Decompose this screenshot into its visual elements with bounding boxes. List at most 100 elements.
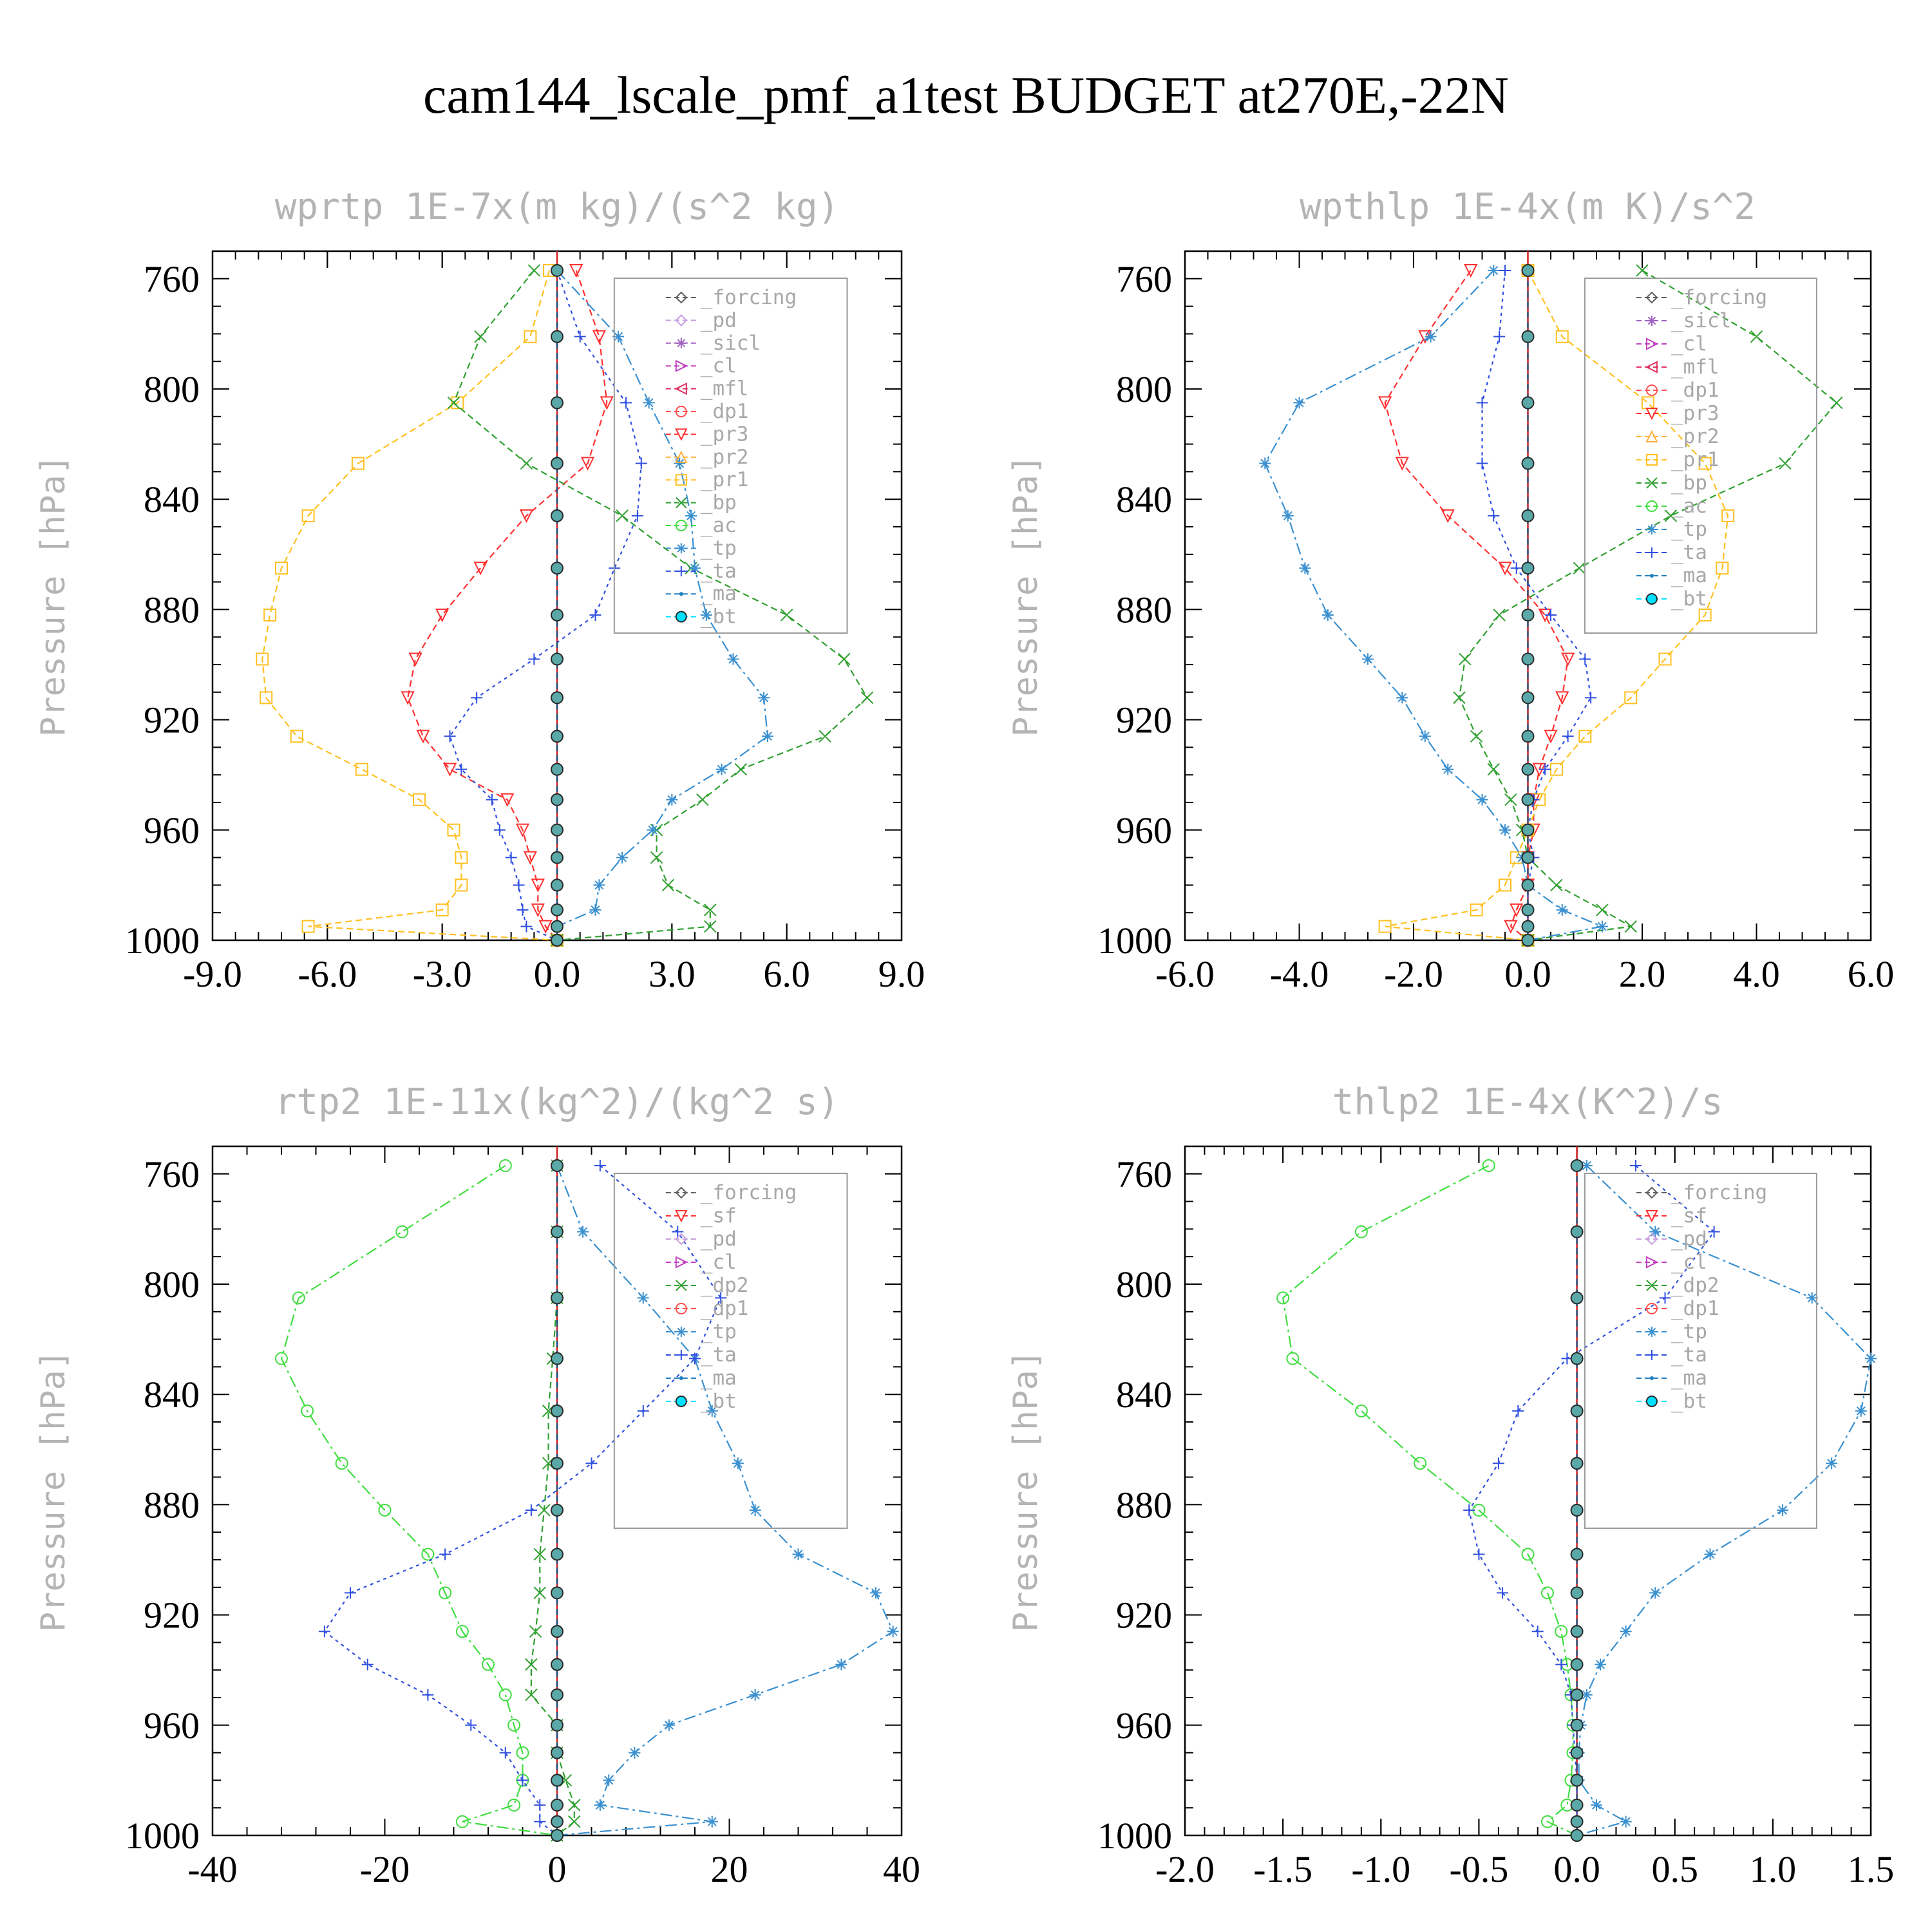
- data-point: [1570, 1746, 1584, 1759]
- data-point: [1649, 1587, 1662, 1599]
- data-point: [551, 652, 564, 666]
- data-point: [551, 934, 564, 947]
- series-bt: [551, 1159, 564, 1842]
- data-point: [1580, 1689, 1593, 1701]
- legend-label: _tp: [701, 1320, 737, 1343]
- figure-title: cam144_lscale_pmf_a1test BUDGET at270E,-…: [423, 66, 1509, 124]
- y-tick-label: 760: [1116, 1153, 1172, 1195]
- data-point: [301, 920, 315, 933]
- series-line: [261, 270, 558, 942]
- legend-label: _dp2: [1671, 1274, 1719, 1297]
- data-point: [1378, 396, 1392, 410]
- data-point: [1570, 1658, 1584, 1671]
- data-point: [1496, 1587, 1508, 1599]
- data-point: [1570, 1457, 1584, 1470]
- y-tick-label: 960: [1116, 1705, 1172, 1747]
- data-point: [498, 1688, 512, 1701]
- legend-marker: [1646, 1350, 1657, 1360]
- legend-marker: [676, 1327, 687, 1337]
- data-point: [585, 1457, 598, 1470]
- data-point: [1521, 934, 1535, 947]
- y-tick-label: 1000: [125, 920, 200, 961]
- data-point: [1570, 1688, 1584, 1701]
- data-point: [482, 1658, 495, 1671]
- y-tick-label: 960: [144, 1705, 200, 1747]
- legend-label: _cl: [1671, 1251, 1707, 1274]
- y-tick-label: 1000: [1097, 1815, 1172, 1857]
- legend-box: [613, 278, 848, 634]
- data-point: [551, 608, 564, 621]
- legend-label: _ma: [1671, 1367, 1707, 1390]
- legend-label: _cl: [701, 1251, 737, 1274]
- y-tick-label: 760: [1116, 258, 1172, 300]
- data-point: [663, 1719, 675, 1731]
- legend-marker: [1645, 454, 1658, 466]
- data-point: [1570, 1503, 1584, 1517]
- legend-marker: [675, 450, 688, 463]
- data-point: [1441, 509, 1455, 524]
- data-point: [577, 1226, 589, 1238]
- data-point: [647, 824, 659, 836]
- data-point: [706, 1405, 718, 1417]
- data-point: [589, 904, 601, 916]
- legend-label: _mfl: [701, 377, 749, 401]
- legend: _forcing_sf_pd_cl_dp2_dp1_tp_ta_ma_bt: [1584, 1173, 1817, 1530]
- data-point: [620, 397, 632, 409]
- data-point: [1321, 609, 1334, 621]
- y-tick-label: 760: [144, 258, 200, 300]
- data-point: [551, 1225, 564, 1238]
- data-point: [493, 824, 506, 836]
- data-point: [534, 1799, 546, 1811]
- legend-marker: [1645, 430, 1658, 442]
- data-point: [1721, 509, 1735, 522]
- data-point: [301, 509, 315, 522]
- data-point: [435, 903, 449, 916]
- x-tick-label: -6.0: [298, 953, 357, 995]
- data-point: [551, 1798, 564, 1812]
- data-point: [435, 608, 450, 623]
- data-point: [275, 1352, 288, 1365]
- data-point: [1580, 1159, 1593, 1171]
- data-point: [1504, 920, 1518, 934]
- data-point: [538, 1504, 551, 1517]
- data-point: [361, 1658, 374, 1671]
- series-line: [323, 1165, 722, 1836]
- data-point: [1595, 1658, 1607, 1671]
- data-point: [1544, 730, 1558, 744]
- x-tick-label: 0.0: [534, 953, 581, 995]
- x-tick-label: 0.5: [1651, 1848, 1698, 1890]
- y-axis-label: Pressure [hPa]: [1007, 455, 1045, 737]
- series-tp: [1259, 264, 1608, 946]
- data-point: [378, 1503, 392, 1517]
- x-tick-label: -1.5: [1253, 1848, 1312, 1890]
- series-line: [556, 270, 769, 940]
- y-tick-label: 800: [144, 368, 200, 410]
- legend: _forcing_pd_sicl_cl_mfl_dp1_pr3_pr2_pr1_…: [613, 278, 848, 634]
- data-point: [551, 793, 564, 806]
- x-tick-label: 6.0: [1848, 953, 1895, 995]
- x-tick-label: 0.0: [1504, 953, 1551, 995]
- data-point: [551, 1503, 564, 1517]
- data-point: [422, 1689, 434, 1701]
- legend-label: _sf: [701, 1204, 737, 1227]
- data-point: [1550, 878, 1563, 892]
- series-line: [1458, 270, 1838, 942]
- legend-label: _dp2: [701, 1274, 749, 1297]
- legend-label: _bp: [1671, 471, 1707, 495]
- data-point: [413, 793, 426, 806]
- legend-label: _mfl: [1671, 355, 1719, 379]
- data-point: [637, 1405, 649, 1417]
- y-tick-label: 840: [144, 478, 200, 520]
- legend-marker: [1646, 477, 1658, 489]
- data-point: [318, 1625, 330, 1638]
- panel-rtp2: rtp2 1E-11x(kg^2)/(kg^2 s) Pressure [hPa]…: [34, 1081, 920, 1890]
- data-point: [1510, 562, 1522, 574]
- x-tick-label: 20: [711, 1848, 748, 1890]
- data-point: [551, 730, 564, 743]
- legend-label: _ma: [701, 582, 737, 605]
- legend-label: _bt: [701, 605, 737, 629]
- data-point: [674, 457, 686, 469]
- series-line: [453, 270, 868, 942]
- data-point: [1521, 823, 1535, 837]
